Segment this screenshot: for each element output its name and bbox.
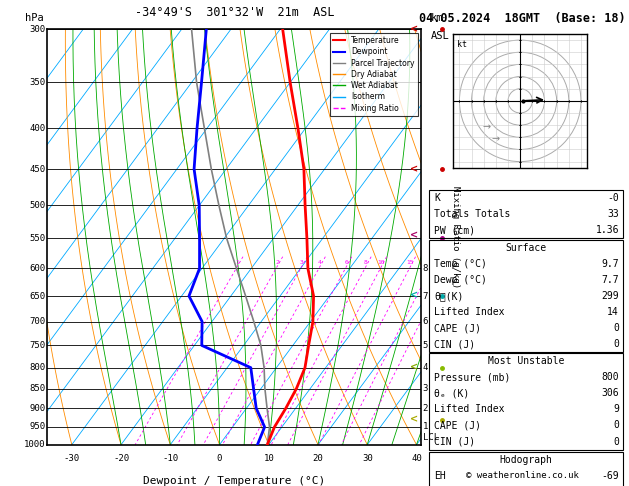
Text: kt: kt — [457, 40, 467, 49]
Text: 20: 20 — [313, 454, 323, 463]
Text: 650: 650 — [30, 292, 46, 300]
Text: 15: 15 — [406, 260, 414, 264]
Text: 14: 14 — [607, 307, 619, 317]
Text: <: < — [410, 415, 418, 425]
Text: 6: 6 — [345, 260, 348, 264]
Text: <: < — [410, 164, 418, 174]
Text: Pressure (mb): Pressure (mb) — [434, 372, 510, 382]
Text: 0: 0 — [217, 454, 222, 463]
Text: ASL: ASL — [431, 31, 450, 41]
Text: 2: 2 — [276, 260, 279, 264]
Text: Temp (°C): Temp (°C) — [434, 259, 487, 269]
Text: CIN (J): CIN (J) — [434, 436, 475, 447]
Text: K: K — [434, 193, 440, 203]
Text: <: < — [410, 24, 418, 34]
Text: 1.36: 1.36 — [596, 225, 619, 235]
Text: 850: 850 — [30, 384, 46, 393]
Text: 299: 299 — [601, 291, 619, 301]
Text: 33: 33 — [607, 209, 619, 219]
Text: LCL: LCL — [423, 433, 438, 442]
Text: -69: -69 — [601, 471, 619, 481]
Text: 6: 6 — [423, 317, 428, 326]
Text: θₑ (K): θₑ (K) — [434, 388, 469, 399]
Text: 400: 400 — [30, 124, 46, 133]
Text: 600: 600 — [30, 264, 46, 273]
Text: 350: 350 — [30, 78, 46, 87]
Text: CAPE (J): CAPE (J) — [434, 323, 481, 333]
Text: Lifted Index: Lifted Index — [434, 307, 504, 317]
Text: 7.7: 7.7 — [601, 275, 619, 285]
Text: Dewp (°C): Dewp (°C) — [434, 275, 487, 285]
Legend: Temperature, Dewpoint, Parcel Trajectory, Dry Adiabat, Wet Adiabat, Isotherm, Mi: Temperature, Dewpoint, Parcel Trajectory… — [330, 33, 418, 116]
Text: EH: EH — [434, 471, 446, 481]
Text: -30: -30 — [64, 454, 80, 463]
Text: 500: 500 — [30, 201, 46, 210]
Text: 04.05.2024  18GMT  (Base: 18): 04.05.2024 18GMT (Base: 18) — [420, 12, 626, 25]
Text: Mixing Ratio (g/kg): Mixing Ratio (g/kg) — [450, 186, 460, 288]
Text: Most Unstable: Most Unstable — [487, 356, 564, 366]
Text: 450: 450 — [30, 165, 46, 174]
Text: 30: 30 — [362, 454, 372, 463]
Text: 5: 5 — [423, 341, 428, 350]
Text: θᴇ(K): θᴇ(K) — [434, 291, 464, 301]
Text: 2: 2 — [423, 404, 428, 413]
Text: -10: -10 — [162, 454, 179, 463]
Text: 0: 0 — [613, 420, 619, 431]
Text: 40: 40 — [411, 454, 422, 463]
Text: →: → — [482, 122, 490, 133]
Text: Surface: Surface — [505, 243, 547, 253]
Text: 3: 3 — [423, 384, 428, 393]
Text: <: < — [410, 363, 418, 373]
Text: 4: 4 — [318, 260, 321, 264]
Text: 550: 550 — [30, 234, 46, 243]
Text: 750: 750 — [30, 341, 46, 350]
Text: 306: 306 — [601, 388, 619, 399]
Text: 800: 800 — [601, 372, 619, 382]
Text: -0: -0 — [607, 193, 619, 203]
Text: 10: 10 — [264, 454, 274, 463]
Text: 10: 10 — [377, 260, 385, 264]
Text: <: < — [410, 290, 418, 300]
Text: 800: 800 — [30, 363, 46, 372]
Text: -34°49'S  301°32'W  21m  ASL: -34°49'S 301°32'W 21m ASL — [135, 6, 334, 19]
Text: CAPE (J): CAPE (J) — [434, 420, 481, 431]
Text: hPa: hPa — [25, 13, 43, 23]
Text: 950: 950 — [30, 422, 46, 432]
Text: -20: -20 — [113, 454, 129, 463]
Text: 9.7: 9.7 — [601, 259, 619, 269]
Text: 9: 9 — [613, 404, 619, 415]
Text: 900: 900 — [30, 404, 46, 413]
Text: 4: 4 — [423, 363, 428, 372]
Text: Lifted Index: Lifted Index — [434, 404, 504, 415]
Text: 1: 1 — [423, 422, 428, 432]
Text: 0: 0 — [613, 323, 619, 333]
Text: 700: 700 — [30, 317, 46, 326]
Text: 0: 0 — [613, 339, 619, 349]
Text: →: → — [492, 135, 500, 145]
Text: Totals Totals: Totals Totals — [434, 209, 510, 219]
Text: 8: 8 — [423, 264, 428, 273]
Text: 8: 8 — [364, 260, 368, 264]
Text: 300: 300 — [30, 25, 46, 34]
Text: km: km — [431, 13, 443, 23]
Text: 7: 7 — [423, 292, 428, 300]
Text: CIN (J): CIN (J) — [434, 339, 475, 349]
Text: 0: 0 — [613, 436, 619, 447]
Text: Dewpoint / Temperature (°C): Dewpoint / Temperature (°C) — [143, 476, 325, 486]
Text: <: < — [410, 230, 418, 240]
Text: PW (cm): PW (cm) — [434, 225, 475, 235]
Text: 1000: 1000 — [24, 440, 46, 449]
Text: 3: 3 — [300, 260, 304, 264]
Text: 1: 1 — [235, 260, 239, 264]
Text: © weatheronline.co.uk: © weatheronline.co.uk — [466, 471, 579, 480]
Text: Hodograph: Hodograph — [499, 455, 552, 465]
